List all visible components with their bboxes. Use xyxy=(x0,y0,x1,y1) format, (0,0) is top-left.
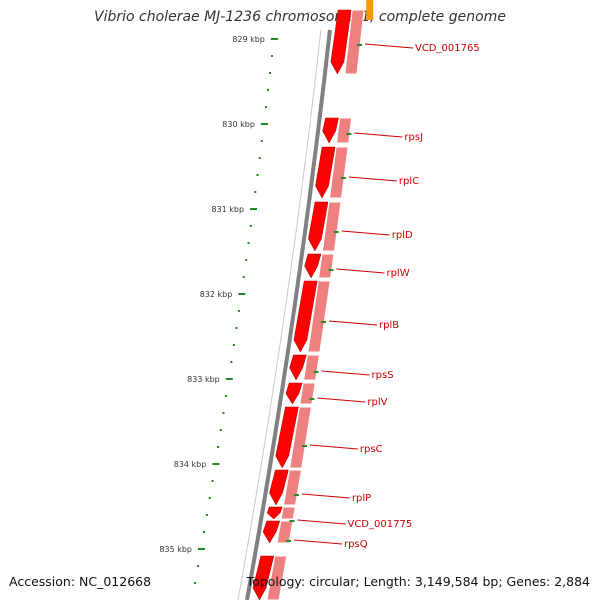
scale-label: 831 kbp xyxy=(211,205,244,214)
scale-ticks: 829 kbp 830 kbp 831 kbp 832 kbp 833 kbp 834 k… xyxy=(159,35,278,584)
gene-arrow xyxy=(285,382,303,405)
gene-arrow xyxy=(330,9,352,75)
gene-label: rplV xyxy=(367,397,387,408)
scale-label: 834 kbp xyxy=(174,460,207,469)
backbone-outer xyxy=(245,29,332,600)
gene-label: rpsS xyxy=(372,370,394,381)
gene-label: rplB xyxy=(379,320,399,331)
gene-shade xyxy=(280,506,296,520)
gene-arrow xyxy=(252,555,275,600)
label-leader xyxy=(364,43,414,49)
scale-label: 830 kbp xyxy=(222,120,255,129)
gene-shade xyxy=(318,253,335,279)
gene-arrow xyxy=(322,117,339,144)
gene-arrow xyxy=(315,146,336,199)
gene-arrow xyxy=(275,406,299,469)
topology-text: Topology: circular; Length: 3,149,584 bp… xyxy=(246,574,590,589)
label-leader xyxy=(317,397,366,403)
label-leader xyxy=(309,444,358,450)
gene-labels: VCD_001765 rpsJ rplC rplD rplW rplB rpsS rplV rp… xyxy=(286,43,480,550)
label-leader xyxy=(336,268,385,274)
map-title: Vibrio cholerae MJ-1236 chromosome 1, co… xyxy=(94,9,506,25)
gene-arrow xyxy=(289,354,307,381)
gene-label: rplW xyxy=(386,268,409,279)
label-leader xyxy=(301,493,350,499)
gene-label: rplD xyxy=(392,230,413,241)
scale-label: 833 kbp xyxy=(187,375,220,384)
gene-label: rpsQ xyxy=(344,539,368,550)
label-leader xyxy=(321,370,370,376)
gene-shade xyxy=(303,354,320,381)
gene-shade xyxy=(307,280,331,353)
gene-arrow xyxy=(308,201,329,252)
gene-shade xyxy=(266,555,288,600)
gene-label: rplC xyxy=(399,176,419,187)
scale-label: 829 kbp xyxy=(232,35,265,44)
gene-shade xyxy=(328,146,349,199)
gene-shade xyxy=(276,520,294,544)
gene-shade xyxy=(336,117,353,144)
gene-arrow xyxy=(293,280,318,353)
label-leader xyxy=(294,539,343,545)
gene-track xyxy=(252,0,374,600)
label-leader xyxy=(341,230,390,236)
scale-label: 835 kbp xyxy=(159,545,192,554)
backbone-inner xyxy=(237,29,322,600)
label-leader xyxy=(328,320,378,326)
gene-label: rpsJ xyxy=(404,132,423,143)
label-leader xyxy=(354,132,403,138)
gene-label: rpsC xyxy=(360,444,383,455)
gene-arrow xyxy=(269,469,289,506)
gene-label: rplP xyxy=(352,493,371,504)
gene-shade xyxy=(289,406,312,469)
gene-label: VCD_001775 xyxy=(347,519,412,530)
accession-text: Accession: NC_012668 xyxy=(9,574,152,589)
gene-arrow xyxy=(304,253,322,279)
gene-arrow xyxy=(266,506,283,520)
gene-arrow xyxy=(262,520,281,544)
gene-label: VCD_001765 xyxy=(415,43,480,54)
gene-shade xyxy=(299,382,316,405)
scale-label: 832 kbp xyxy=(200,290,233,299)
upstream-gene-marker xyxy=(366,0,374,20)
gene-shade xyxy=(321,201,342,252)
label-leader xyxy=(297,519,346,525)
gene-shade xyxy=(282,469,302,506)
label-leader xyxy=(348,176,397,182)
chromosome-backbone xyxy=(237,29,332,600)
gene-shade xyxy=(344,9,365,75)
